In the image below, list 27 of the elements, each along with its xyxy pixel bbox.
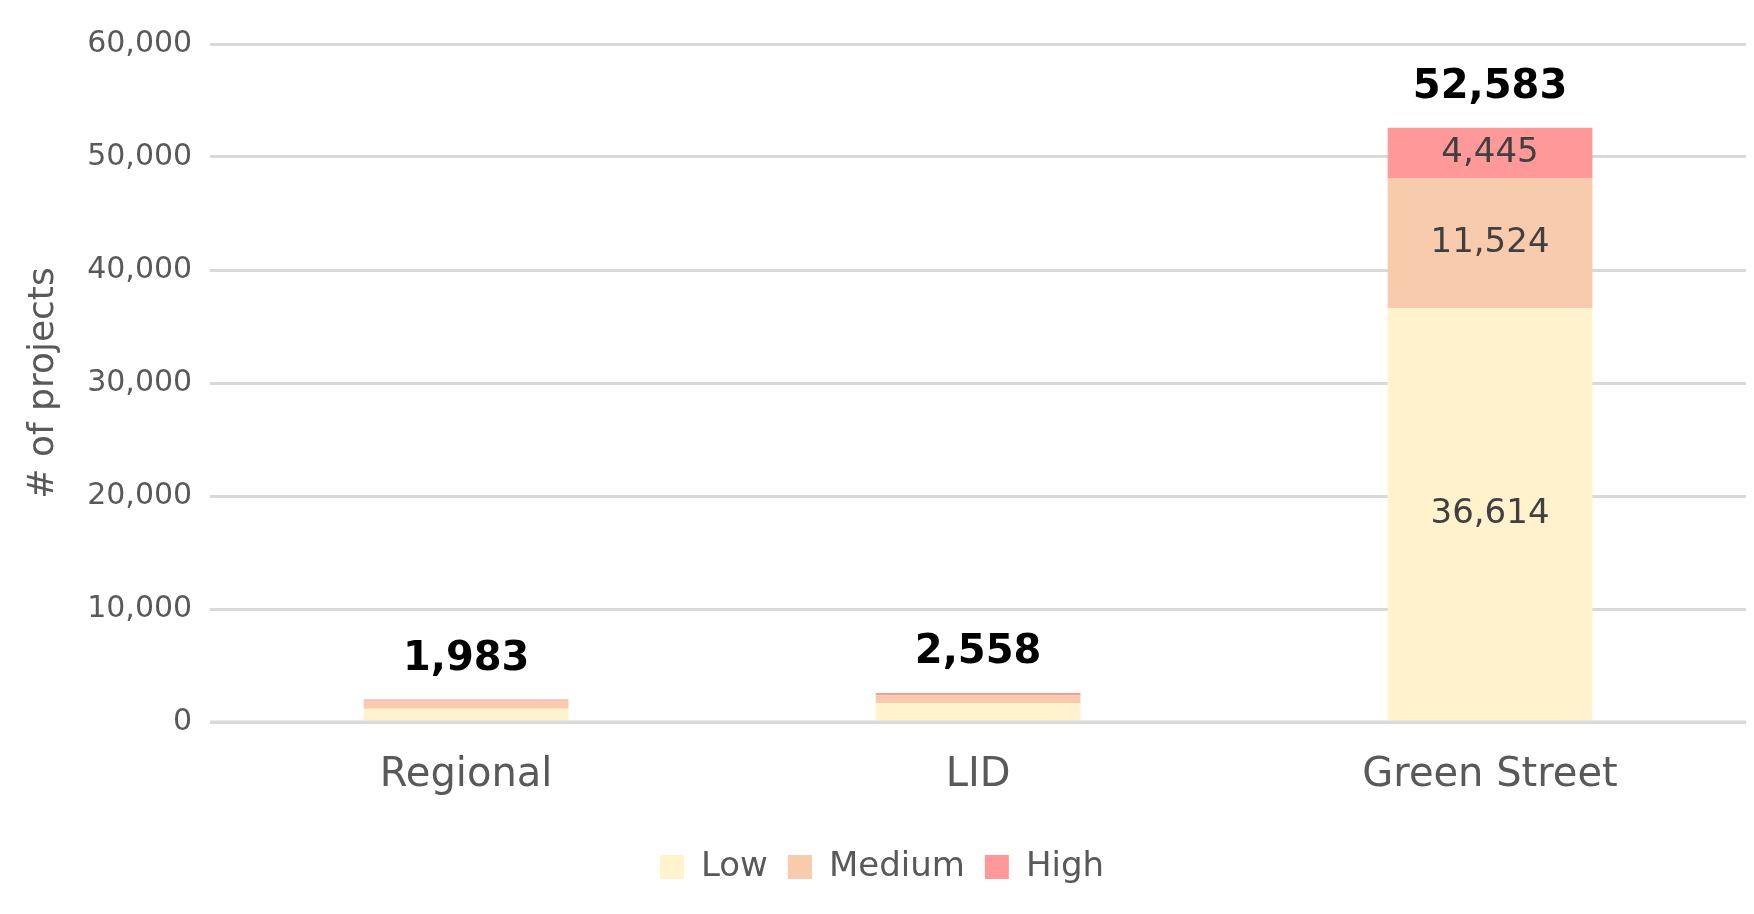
y-tick-label: 50,000 (87, 136, 193, 172)
data-label: 4,445 (1441, 129, 1539, 170)
bar (875, 695, 1081, 704)
data-label: 11,524 (1430, 219, 1550, 260)
x-tick-label: Regional (379, 749, 553, 796)
y-tick-label: 40,000 (87, 249, 193, 285)
data-label: 36,614 (1430, 491, 1550, 532)
y-tick-label: 60,000 (87, 23, 193, 59)
y-tick-label: 0 (173, 701, 193, 737)
y-tick-label: 20,000 (87, 475, 193, 511)
legend-label: High (1025, 843, 1105, 884)
bar (1387, 127, 1593, 179)
legend-label: Low (700, 843, 768, 884)
y-axis-title: # of projects (19, 267, 61, 499)
total-label: 52,583 (1412, 61, 1568, 108)
bar (1387, 308, 1593, 721)
y-tick-label: 10,000 (87, 588, 193, 624)
total-label: 2,558 (914, 626, 1042, 673)
legend-label: Medium (828, 843, 965, 884)
bar (875, 703, 1081, 721)
bar (363, 700, 569, 709)
x-tick-label: LID (945, 749, 1011, 796)
bar (363, 708, 569, 721)
bar (1387, 178, 1593, 309)
total-label: 1,983 (402, 632, 530, 679)
x-tick-label: Green Street (1362, 749, 1618, 796)
y-tick-label: 30,000 (87, 362, 193, 398)
